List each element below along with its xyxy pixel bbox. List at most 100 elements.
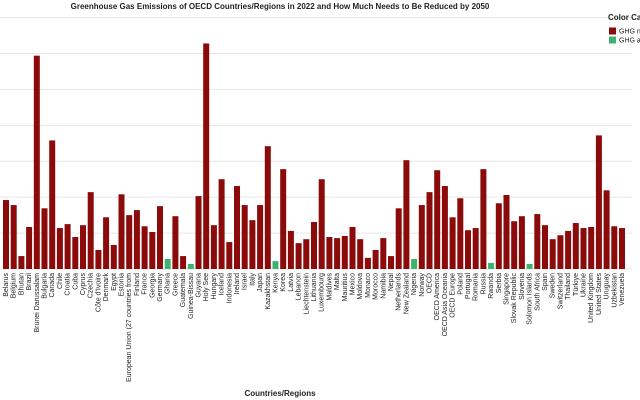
x-tick-label: France (142, 273, 149, 295)
x-tick-label: OECD America (434, 273, 441, 321)
bar (334, 238, 341, 269)
bar (418, 205, 425, 269)
x-tick-label: United States (596, 273, 603, 316)
bar (542, 225, 548, 269)
x-tick-label: Liechtenstein (303, 273, 310, 314)
x-tick-label: Venezuela (619, 273, 626, 306)
bar (349, 226, 356, 269)
x-tick-label: Mauritius (342, 273, 349, 302)
bar (434, 170, 441, 269)
x-tick-label: Nepal (388, 273, 395, 292)
bar (488, 262, 495, 269)
bar (26, 226, 33, 269)
bar (611, 226, 618, 269)
x-tick-label: Slovak Republic (511, 273, 518, 324)
bar (218, 179, 225, 269)
x-tick-label: Morocco (373, 273, 380, 300)
x-tick-label: Cuba (72, 273, 79, 290)
x-tick-label: Chile (57, 273, 64, 289)
chart-title: Greenhouse Gas Emissions of OECD Countri… (71, 2, 490, 11)
bar (403, 160, 410, 269)
bar (18, 256, 25, 269)
bar (95, 249, 102, 269)
x-tick-label: Singapore (504, 273, 511, 305)
x-tick-label: Guatemala (180, 273, 187, 307)
x-tick-label: Mexico (350, 273, 357, 295)
bar (518, 216, 525, 269)
bar (133, 210, 140, 269)
x-tick-label: Canada (49, 273, 56, 298)
x-tick-label: Brunei Darussalam (34, 273, 41, 333)
x-tick-label: Guinea-Bissau (188, 273, 195, 319)
bar (303, 239, 310, 269)
x-tick-label: Côte d'Ivoire (95, 273, 102, 312)
x-tick-label: Ireland (234, 273, 241, 295)
bar (580, 228, 587, 269)
x-tick-label: Maldives (326, 273, 333, 301)
bar (257, 205, 264, 269)
x-tick-label: Namibia (380, 273, 387, 299)
x-tick-label: Belgium (11, 273, 18, 298)
bar (87, 192, 94, 269)
x-tick-label: United Kingdom (588, 273, 595, 323)
x-tick-label: Holy See (203, 273, 210, 302)
x-tick-label: Romania (473, 273, 480, 301)
bar (449, 217, 456, 269)
x-tick-label: Uzbekistan (611, 273, 618, 308)
x-tick-label: Denmark (103, 273, 110, 302)
x-tick-label: Netherlands (396, 273, 403, 311)
x-tick-label: Ukraine (581, 273, 588, 297)
bar (411, 258, 418, 269)
x-tick-label: Egypt (111, 273, 118, 291)
bar (64, 224, 71, 269)
x-tick-label: Korea (280, 273, 287, 292)
bar (195, 196, 202, 269)
bar (234, 186, 240, 269)
bar (341, 235, 348, 269)
bar (10, 205, 17, 269)
bar (149, 232, 156, 269)
bar (210, 225, 217, 269)
x-tick-label: Guyana (196, 273, 203, 298)
x-tick-label: Georgia (149, 273, 156, 298)
bar (380, 238, 387, 269)
bar (56, 228, 63, 269)
bar (441, 186, 448, 269)
bar (503, 195, 510, 269)
bar (241, 205, 248, 269)
x-axis-title: Countries/Regions (244, 389, 316, 398)
bar (41, 208, 48, 269)
bar (118, 194, 125, 269)
x-tick-label: Switzerland (557, 273, 564, 309)
bar (326, 237, 333, 269)
bar (318, 179, 325, 269)
bar (357, 239, 364, 269)
x-tick-label: Slovenia (519, 273, 526, 300)
x-tick-label: Czechia (88, 273, 95, 298)
bar (426, 192, 433, 269)
bar (49, 140, 56, 269)
x-tick-label: OECD Europe (450, 273, 457, 318)
x-tick-label: Ghana (165, 273, 172, 294)
x-tick-label: Uruguay (604, 273, 611, 300)
x-tick-label: Sweden (550, 273, 557, 298)
bar (372, 249, 379, 269)
bar (187, 263, 194, 269)
bar (603, 190, 610, 269)
x-tick-label: Estonia (119, 273, 126, 296)
bar (388, 256, 394, 269)
x-tick-label: Kazakhstan (265, 273, 272, 310)
x-tick-label: New Zealand (403, 273, 410, 314)
bar (287, 230, 294, 269)
bar (557, 235, 564, 269)
x-tick-label: Hungary (211, 273, 218, 300)
x-tick-label: Solomon Islands (527, 273, 534, 325)
bar (395, 208, 402, 269)
x-tick-label: Israel (242, 273, 249, 291)
bar (480, 169, 487, 269)
x-tick-label: Spain (542, 273, 549, 291)
bar (565, 230, 572, 269)
bar (249, 220, 256, 269)
bar (588, 226, 595, 269)
bar (33, 55, 40, 269)
